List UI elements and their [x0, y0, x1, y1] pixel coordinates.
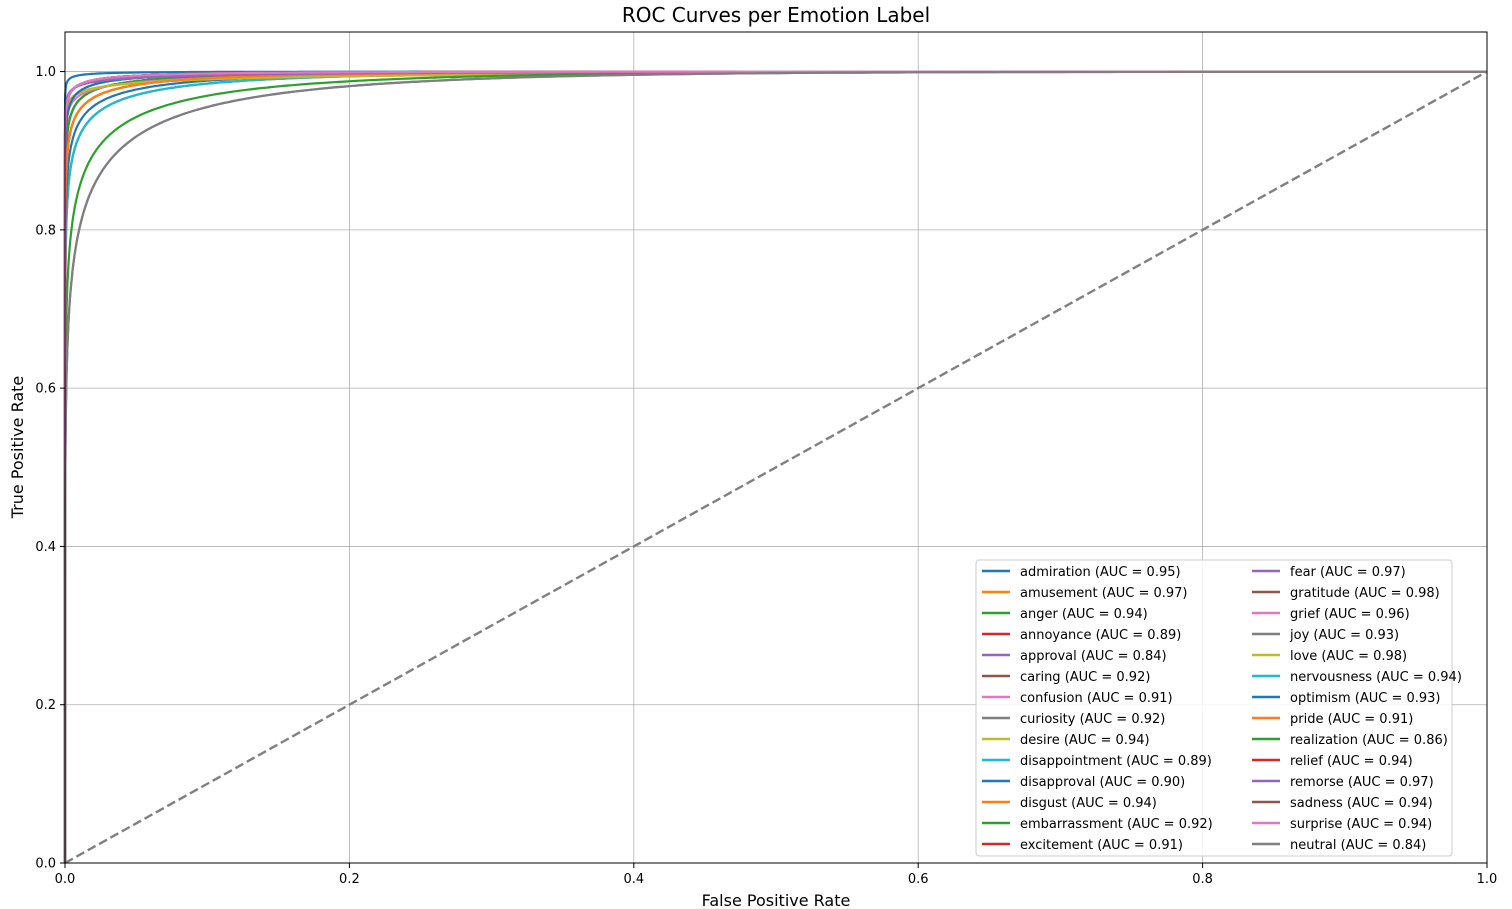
legend-label: confusion (AUC = 0.91) [1020, 691, 1173, 706]
y-tick-label: 0.8 [35, 223, 56, 238]
x-tick-label: 0.8 [1192, 872, 1213, 887]
y-tick-label: 0.4 [35, 540, 56, 555]
legend-label: excitement (AUC = 0.91) [1020, 838, 1183, 853]
legend-label: gratitude (AUC = 0.98) [1290, 586, 1440, 601]
legend-label: amusement (AUC = 0.97) [1020, 586, 1188, 601]
y-tick-label: 0.2 [35, 698, 56, 713]
legend-box [975, 559, 1453, 857]
legend-label: desire (AUC = 0.94) [1020, 733, 1150, 748]
x-tick-label: 1.0 [1477, 872, 1498, 887]
legend-label: annoyance (AUC = 0.89) [1020, 628, 1181, 643]
legend-label: love (AUC = 0.98) [1290, 649, 1407, 664]
x-tick-label: 0.0 [55, 872, 76, 887]
legend: admiration (AUC = 0.95) amusement (AUC = … [975, 559, 1462, 857]
axes: 0.0 0.2 0.4 0.6 0.8 1.0 0.0 0.2 0.4 0.6 0.8 1.0 [35, 31, 1498, 887]
legend-label: embarrassment (AUC = 0.92) [1020, 817, 1213, 832]
legend-label: surprise (AUC = 0.94) [1290, 817, 1432, 832]
legend-label: pride (AUC = 0.91) [1290, 712, 1413, 727]
legend-label: neutral (AUC = 0.84) [1290, 838, 1426, 853]
legend-label: admiration (AUC = 0.95) [1020, 565, 1181, 580]
legend-label: relief (AUC = 0.94) [1290, 754, 1413, 769]
chart-title: ROC Curves per Emotion Label [622, 3, 930, 27]
plot-frame [64, 31, 1488, 864]
legend-label: curiosity (AUC = 0.92) [1020, 712, 1165, 727]
legend-label: remorse (AUC = 0.97) [1290, 775, 1434, 790]
y-tick-label: 0.6 [35, 382, 56, 397]
y-axis-label: True Positive Rate [8, 376, 27, 520]
legend-label: realization (AUC = 0.86) [1290, 733, 1448, 748]
legend-label: anger (AUC = 0.94) [1020, 607, 1148, 622]
legend-label: optimism (AUC = 0.93) [1290, 691, 1441, 706]
legend-label: grief (AUC = 0.96) [1290, 607, 1410, 622]
x-axis-label: False Positive Rate [702, 891, 851, 909]
chance-diagonal-line [64, 70, 1488, 865]
legend-label: approval (AUC = 0.84) [1020, 649, 1167, 664]
x-tick-label: 0.2 [339, 872, 360, 887]
y-tick-label: 0.0 [35, 857, 56, 872]
legend-label: disapproval (AUC = 0.90) [1020, 775, 1185, 790]
legend-label: nervousness (AUC = 0.94) [1290, 670, 1462, 685]
legend-label: joy (AUC = 0.93) [1289, 628, 1399, 643]
roc-curves [63, 70, 1488, 865]
x-tick-label: 0.6 [908, 872, 929, 887]
y-tick-label: 1.0 [35, 65, 56, 80]
legend-label: disgust (AUC = 0.94) [1020, 796, 1157, 811]
legend-label: caring (AUC = 0.92) [1020, 670, 1150, 685]
legend-label: sadness (AUC = 0.94) [1290, 796, 1433, 811]
x-tick-label: 0.4 [623, 872, 644, 887]
legend-label: disappointment (AUC = 0.89) [1020, 754, 1212, 769]
roc-curve-neutral [63, 70, 1487, 863]
legend-label: fear (AUC = 0.97) [1290, 565, 1406, 580]
